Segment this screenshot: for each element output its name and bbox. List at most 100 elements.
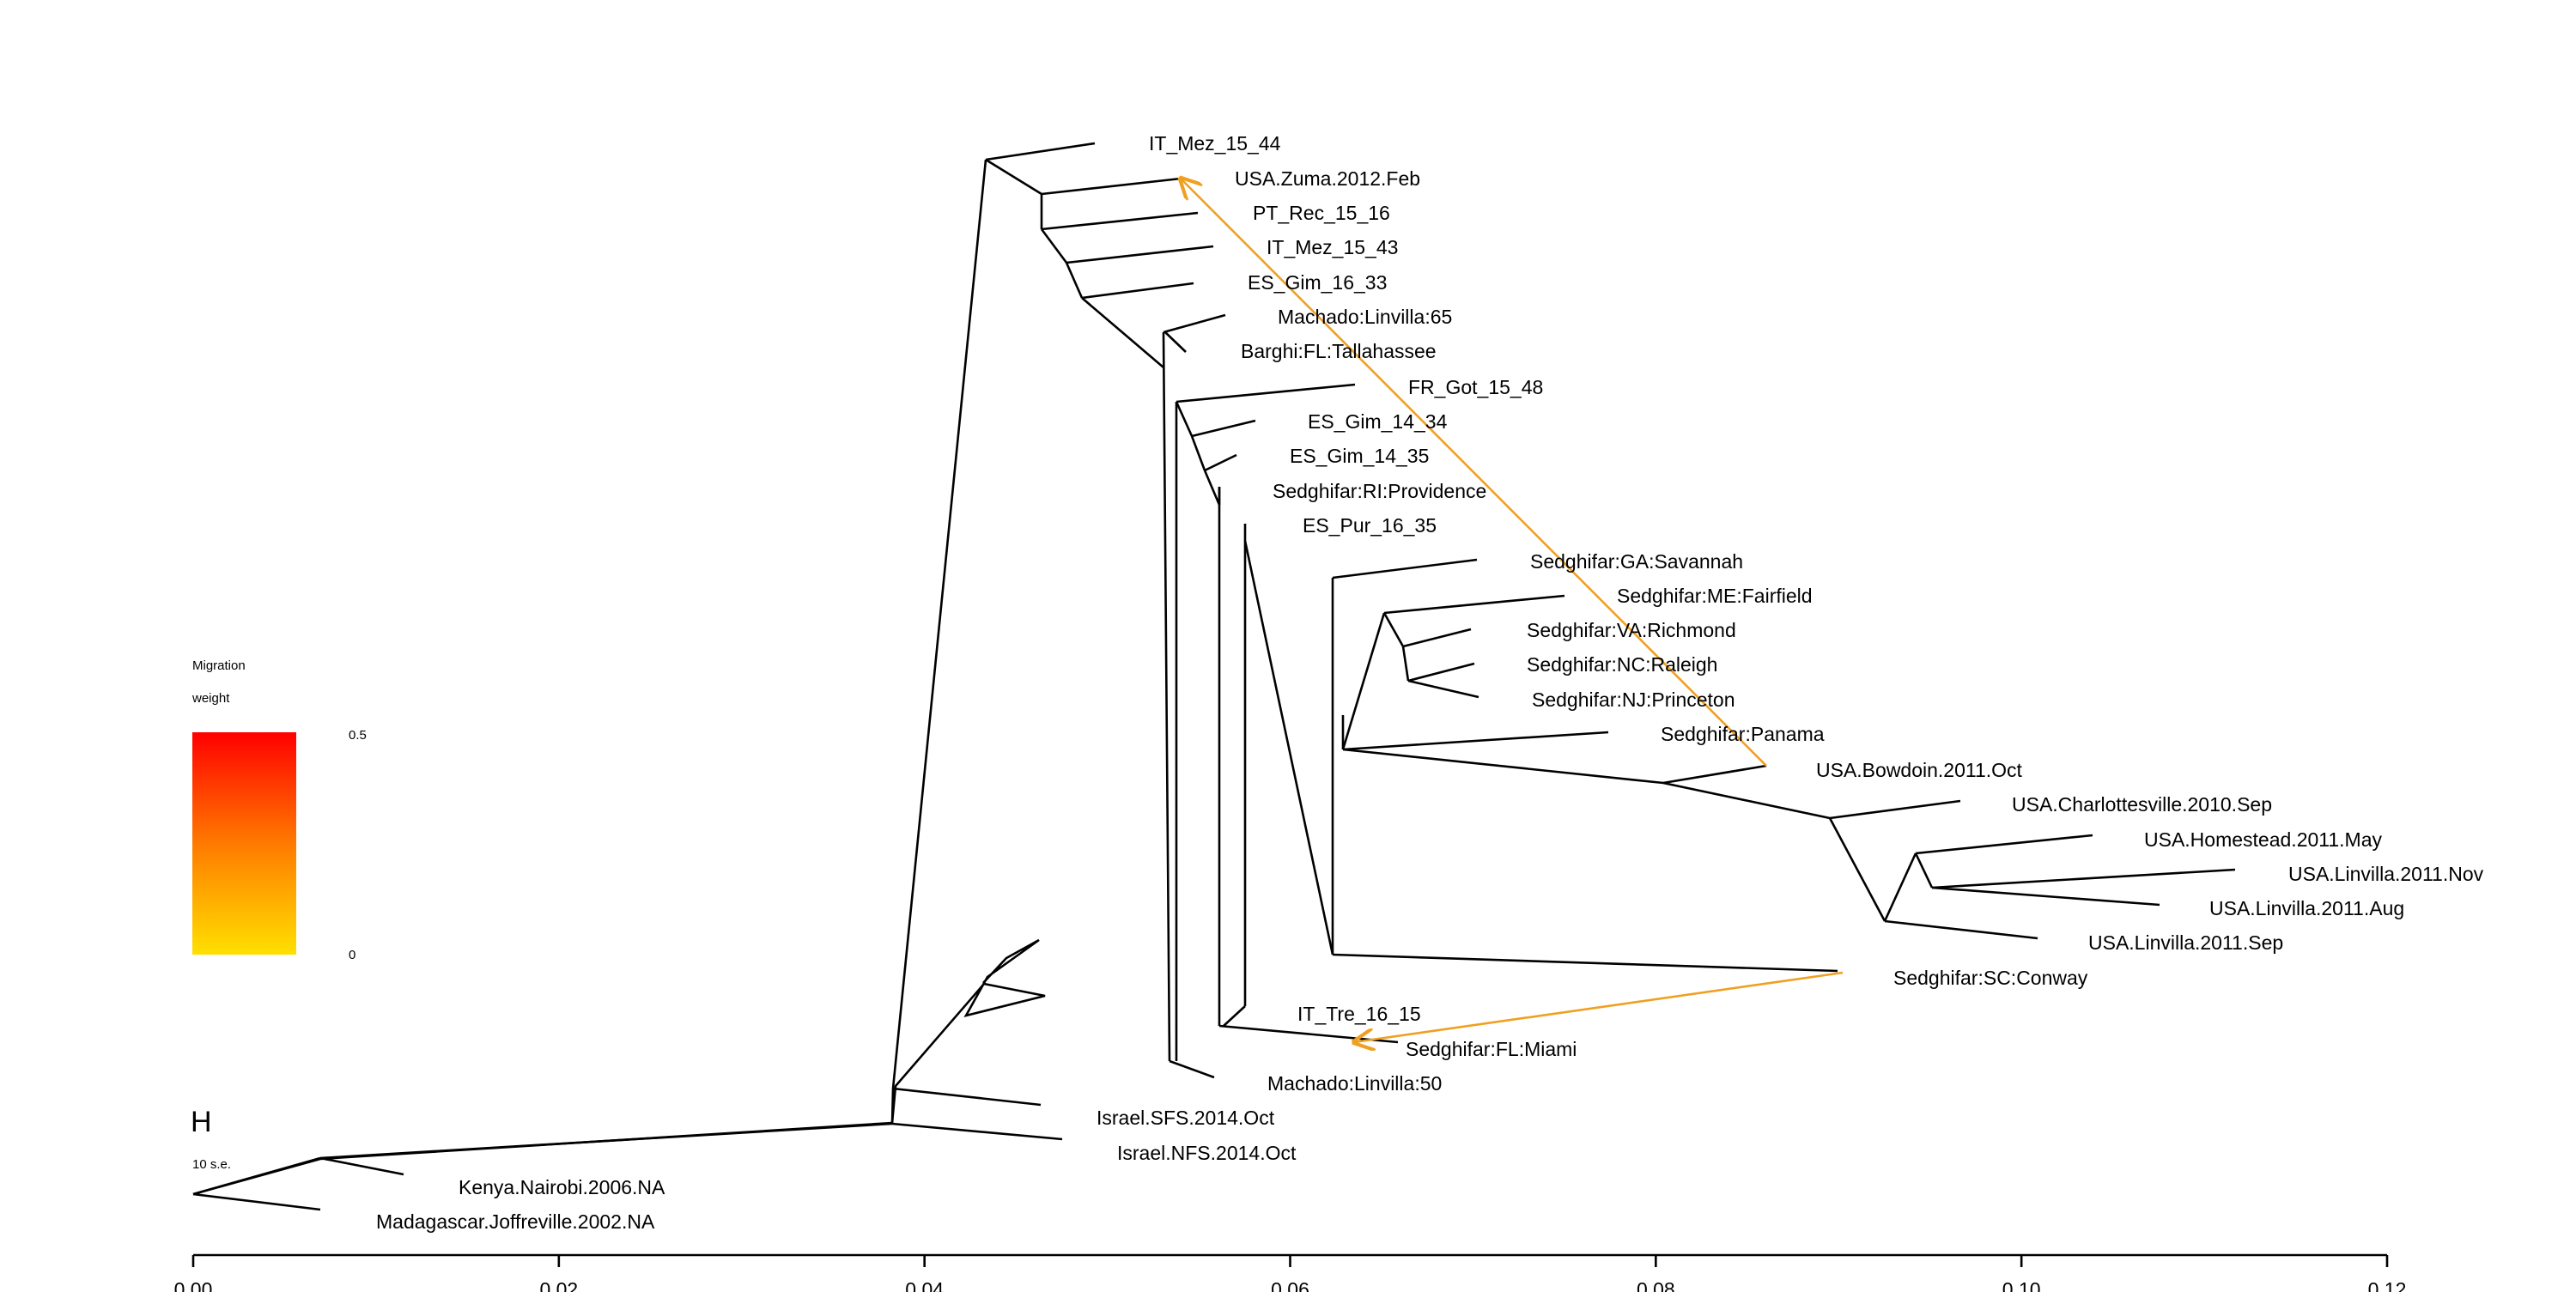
legend-min-label: 0 (349, 948, 355, 962)
branch-to-homestead (1883, 852, 1917, 922)
branch (192, 938, 1046, 1196)
branch-to-es-gim-14-34-node (1175, 401, 1194, 437)
branch-zuma (1041, 177, 1182, 196)
branch-to-es-gim-14-35-node (1190, 435, 1206, 471)
tip-label: FR_Got_15_48 (1408, 376, 1543, 398)
scale-bar-label: 10 s.e. (192, 1157, 231, 1172)
tip-label: IT_Tre_16_15 (1297, 1003, 1421, 1025)
x-axis-tick-label: 0.12 (2368, 1278, 2407, 1292)
branch-it-mez-15-44 (985, 142, 1096, 161)
branch-it-tre-tip (1223, 1005, 1246, 1027)
tip-label: Sedghifar:SC:Conway (1893, 967, 2088, 989)
tip-label: ES_Gim_14_35 (1290, 445, 1429, 467)
tip-label: Sedghifar:FL:Miami (1406, 1038, 1577, 1060)
tip-label: Barghi:FL:Tallahassee (1241, 340, 1437, 362)
migration-arrow-to-zuma (1181, 179, 1767, 767)
tip-label: Israel.SFS.2014.Oct (1097, 1107, 1275, 1129)
legend-title-line2: weight (191, 691, 230, 706)
tip-label: Kenya.Nairobi.2006.NA (459, 1176, 665, 1198)
branch-machado-65 (1163, 313, 1226, 334)
tip-label: Sedghifar:GA:Savannah (1530, 550, 1743, 573)
tip-label: USA.Linvilla.2011.Aug (2209, 897, 2404, 919)
scale-bar: H 10 s.e. (191, 1106, 231, 1172)
branch-fr-got (1176, 383, 1356, 403)
branch-charlottesville (1829, 799, 1961, 820)
branch-it-mez-15-43 (1066, 245, 1214, 264)
branch-to-linvilla-nov-node (1914, 852, 1934, 889)
tip-label: IT_Mez_15_43 (1267, 236, 1398, 258)
x-axis-tick-label: 0.02 (539, 1278, 578, 1292)
tip-label: Sedghifar:VA:Richmond (1527, 619, 1736, 641)
branch-es-gim-14-34 (1191, 419, 1256, 438)
tip-label: Israel.NFS.2014.Oct (1117, 1142, 1297, 1164)
migration-arrow-to-miami (1354, 971, 1844, 1042)
tip-label: Machado:Linvilla:65 (1278, 306, 1452, 328)
tip-labels: IT_Mez_15_44 USA.Zuma.2012.Feb PT_Rec_15_1… (376, 132, 2484, 1233)
tip-label: USA.Zuma.2012.Feb (1235, 167, 1420, 190)
branch-to-homestead-node (1828, 817, 1886, 922)
branch-machado-node-vertical (1162, 331, 1171, 1062)
x-axis-tick-label: 0.00 (174, 1278, 213, 1292)
branch-to-ri-node (1203, 470, 1221, 506)
branch-es-gim-14-35 (1204, 453, 1237, 472)
branch-to-es-gim-node (1065, 262, 1084, 299)
branch-me-fairfield (1383, 594, 1565, 615)
branch-linvilla-aug (1931, 886, 2160, 907)
branch-bowdoin (1662, 764, 1767, 785)
branch-es-gim-16-33 (1081, 282, 1194, 300)
x-axis-tick-label: 0.10 (2002, 1278, 2041, 1292)
branch-nc-raleigh (1407, 662, 1475, 682)
tip-label: USA.Bowdoin.2011.Oct (1816, 759, 2023, 781)
branch-to-nc-node (1401, 646, 1410, 682)
tree-lines (192, 142, 2236, 1211)
tip-label: Machado:Linvilla:50 (1267, 1072, 1442, 1095)
branch-kenya-tip (319, 1156, 404, 1176)
branch-to-top-node (891, 159, 987, 1089)
branch-ga-savannah (1332, 558, 1478, 579)
branch-homestead (1915, 834, 2093, 855)
tip-label: Sedghifar:Panama (1661, 723, 1825, 745)
tree-branches (192, 938, 1046, 1196)
branch-es-pur (1243, 540, 1334, 955)
x-axis-tick-label: 0.08 (1637, 1278, 1675, 1292)
branch-top-to-zuma-node (985, 158, 1042, 196)
branch-barghi (1164, 331, 1187, 353)
branch-israel-nfs (891, 1122, 1063, 1141)
tip-label: ES_Gim_14_34 (1308, 410, 1448, 433)
tip-label: Madagascar.Joffreville.2002.NA (376, 1210, 655, 1233)
branch-to-charlottesville-node (1662, 781, 1831, 820)
branch-panama (1342, 731, 1609, 751)
tip-label: Sedghifar:ME:Fairfield (1617, 585, 1813, 607)
branch-to-va-node (1382, 612, 1405, 647)
branch-to-machado-node (1081, 297, 1164, 368)
tip-label: IT_Mez_15_44 (1149, 132, 1281, 155)
branch-israel-sfs (892, 1087, 1042, 1107)
scale-bar-symbol: H (191, 1106, 212, 1138)
branch-to-bowdoin-node (1342, 748, 1664, 785)
branch-root-kenya (192, 1156, 321, 1196)
branch-nj-princeton (1407, 679, 1479, 699)
branch-to-me-node (1341, 612, 1386, 750)
branch-linvilla-nov (1931, 868, 2236, 889)
tip-label: PT_Rec_15_16 (1253, 202, 1390, 224)
tip-label: Sedghifar:NJ:Princeton (1532, 688, 1735, 711)
legend-gradient-bar (192, 732, 296, 955)
tip-label: USA.Linvilla.2011.Sep (2088, 931, 2283, 954)
branch-israel-stem (890, 1088, 895, 1125)
tip-label: ES_Gim_16_33 (1248, 271, 1387, 294)
tip-label: USA.Charlottesville.2010.Sep (2012, 793, 2272, 816)
tip-label: Sedghifar:NC:Raleigh (1527, 653, 1717, 676)
branch-sc-conway (1332, 953, 1838, 973)
branch-to-israel-node (319, 1122, 893, 1160)
branch-root-madagascar (192, 1192, 321, 1211)
tip-label: USA.Linvilla.2011.Nov (2288, 863, 2484, 885)
branch-machado-50 (1169, 1059, 1215, 1079)
legend-title-line1: Migration (192, 658, 246, 673)
branch-to-it-mez-43-node (1040, 228, 1068, 264)
tip-label: Sedghifar:RI:Providence (1273, 480, 1486, 502)
x-axis-tick-label: 0.06 (1271, 1278, 1309, 1292)
x-axis-tick-label: 0.04 (905, 1278, 944, 1292)
branch-va-richmond (1402, 628, 1472, 648)
branch-pt-rec (1041, 211, 1199, 231)
